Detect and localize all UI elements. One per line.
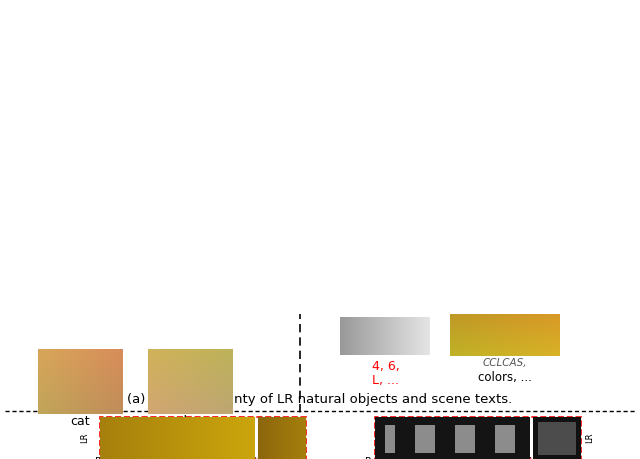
Text: / P: 19.66 / S: 0.5629: / P: 19.66 / S: 0.5629	[136, 456, 242, 459]
Text: R:: R:	[95, 456, 108, 459]
Text: colors, ...: colors, ...	[478, 371, 532, 384]
Text: R:  / P: 19.66 / S: 0.5629: R: / P: 19.66 / S: 0.5629	[131, 456, 249, 459]
Text: 4, 6,: 4, 6,	[372, 360, 400, 373]
Text: R: botton / P: 20.13 / S: 0.4725: R: botton / P: 20.13 / S: 0.4725	[381, 456, 532, 459]
Text: HEISNER: HEISNER	[154, 433, 200, 443]
Bar	[510, 439, 528, 454]
Bar	[100, 417, 306, 459]
Text: R:: R:	[365, 456, 378, 459]
Text: (a) The uncertainty of LR natural objects and scene texts.: (a) The uncertainty of LR natural object…	[127, 392, 513, 406]
Text: LR: LR	[586, 432, 595, 442]
Text: mcisnea: mcisnea	[107, 456, 148, 459]
Text: L, ...: L, ...	[372, 374, 399, 386]
Text: BOTTOM: BOTTOM	[432, 433, 472, 443]
Text: R: mcisnea / P: 19.66 / S: 0.5629: R: mcisnea / P: 19.66 / S: 0.5629	[110, 456, 269, 459]
Text: cat: cat	[70, 414, 90, 428]
Text: LR: LR	[81, 432, 90, 442]
Text: / P: 20.13 / S: 0.4725: / P: 20.13 / S: 0.4725	[402, 456, 508, 459]
Text: botton: botton	[377, 456, 409, 459]
Text: COLORS: COLORS	[480, 327, 530, 341]
Bar	[233, 439, 253, 454]
Bar	[375, 417, 581, 459]
Text: CCLCAS,: CCLCAS,	[483, 357, 527, 367]
Text: dog: dog	[178, 414, 202, 428]
